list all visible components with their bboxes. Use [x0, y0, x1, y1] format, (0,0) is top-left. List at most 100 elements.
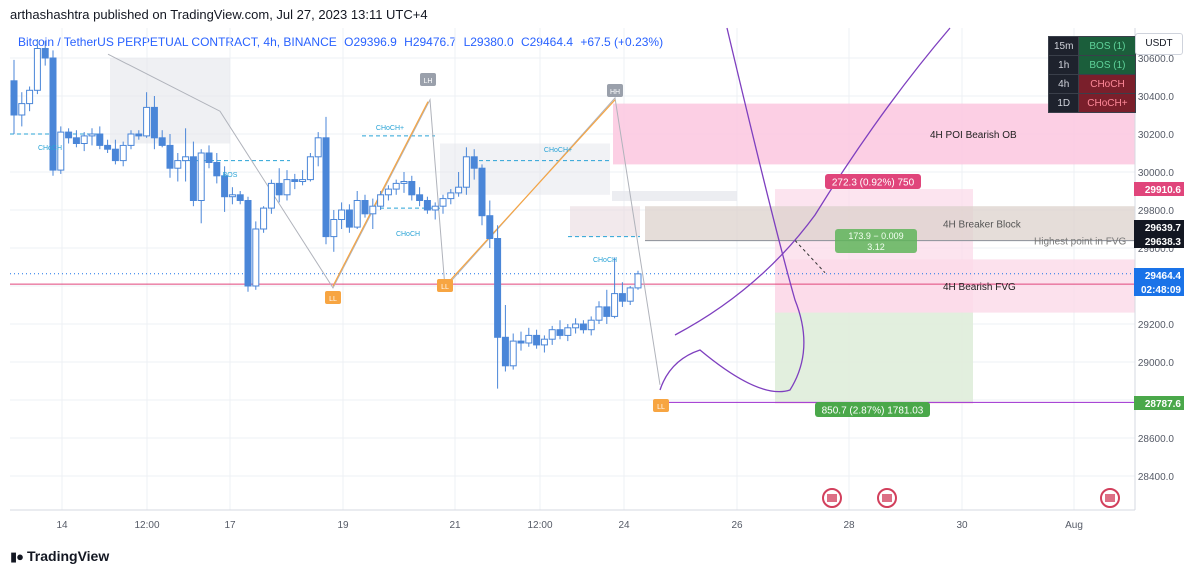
structure-label: BOS — [223, 172, 238, 179]
price-tag: 02:48:09 — [1141, 285, 1181, 296]
candle-body — [260, 207, 268, 230]
price-tags: 29910.6 29639.7 29638.3 29464.4 02:48:09 2878… — [1134, 182, 1184, 410]
range-box — [612, 191, 737, 201]
candle-body — [213, 162, 221, 177]
candle-body — [611, 293, 619, 317]
time-tick-label: 14 — [56, 520, 68, 531]
measure-label-lower-box — [815, 402, 930, 417]
price-tag-box — [1134, 282, 1184, 296]
structure-label: CHoCH+ — [544, 147, 572, 154]
brand-text: TradingView — [27, 548, 110, 564]
price-tick-label: 29800.0 — [1138, 206, 1175, 217]
breaker-zone-label: 4H Breaker Block — [943, 219, 1022, 230]
tradingview-brand[interactable]: ▮● TradingView — [10, 548, 109, 565]
time-tick-label: 17 — [224, 520, 236, 531]
candle-body — [252, 228, 260, 287]
time-tick-label: 12:00 — [134, 520, 159, 531]
candle-body — [166, 144, 174, 169]
candle-body — [221, 175, 229, 198]
price-tick-label: 30400.0 — [1138, 92, 1175, 103]
curve-line — [659, 27, 805, 393]
structure-label: CHoCH — [38, 145, 62, 152]
candle-body — [377, 194, 385, 207]
time-axis: 14 12:00 17 19 21 12:00 24 26 28 30 Aug — [10, 509, 1135, 531]
time-tick-label: 30 — [956, 520, 968, 531]
candle-body — [486, 215, 494, 239]
us-flag-icon-fill — [827, 494, 837, 502]
price-tag-box — [1134, 234, 1184, 248]
projection-line — [794, 240, 826, 274]
candle-body — [447, 192, 455, 200]
candle-body — [400, 181, 408, 184]
swing-label: LL — [329, 296, 337, 303]
candle-body — [33, 48, 41, 91]
currency-button[interactable]: USDT — [1135, 33, 1183, 55]
poi-bearish-ob-zone — [613, 103, 1135, 165]
open-value: O29396.9 — [344, 35, 397, 49]
price-tag: 29639.7 — [1145, 223, 1182, 234]
candle-body — [88, 133, 96, 137]
structure-label: CHoCH — [593, 257, 617, 264]
candle-body — [174, 160, 182, 169]
candles — [10, 39, 642, 389]
tf-label: 1h — [1047, 55, 1080, 75]
candle-body — [361, 200, 369, 215]
symbol-legend: Bitcoin / TetherUS PERPETUAL CONTRACT, 4… — [18, 35, 667, 49]
measure-label-upper-box — [825, 174, 921, 189]
swing-label: LL — [441, 284, 449, 291]
target-zone — [775, 312, 973, 403]
candle-body — [634, 273, 642, 289]
candle-body — [587, 319, 595, 331]
candle-body — [540, 338, 548, 346]
candle-body — [267, 182, 275, 209]
candle-body — [96, 133, 104, 146]
candle-body — [509, 340, 517, 367]
candle-body — [72, 137, 80, 145]
range-box — [570, 206, 640, 237]
price-tag-box — [1134, 220, 1184, 234]
time-tick-label: 26 — [731, 520, 743, 531]
candle-body — [197, 152, 205, 201]
candle-body — [525, 334, 533, 344]
fvg-zone-label: 4H Bearish FVG — [943, 282, 1016, 293]
time-tick-label: Aug — [1065, 520, 1083, 531]
candle-body — [408, 181, 416, 196]
candle-body — [579, 323, 587, 331]
candle-body — [135, 133, 143, 137]
candle-body — [439, 198, 447, 207]
curve-line — [674, 27, 951, 336]
structure-label: CHoCH — [396, 231, 420, 238]
close-value: C29464.4 — [520, 35, 574, 49]
candle-body — [478, 167, 486, 217]
price-tick-label: 30200.0 — [1138, 130, 1175, 141]
price-tag-box — [1134, 268, 1184, 282]
candle-body — [345, 209, 353, 228]
measure-label-middle-bottom: 3.12 — [867, 242, 885, 252]
candle-body — [228, 194, 236, 198]
event-icons — [822, 488, 1120, 508]
symbol-name[interactable]: Bitcoin / TetherUS PERPETUAL CONTRACT, 4… — [18, 35, 337, 49]
swing-marker — [420, 73, 436, 86]
tf-status: CHoCH — [1078, 74, 1137, 94]
price-tag: 29910.6 — [1145, 185, 1182, 196]
candle-body — [143, 106, 151, 137]
candle-body — [595, 306, 603, 321]
price-tick-label: 30000.0 — [1138, 168, 1175, 179]
candle-body — [18, 103, 26, 116]
range-box — [110, 58, 230, 144]
candle-body — [548, 329, 556, 340]
swing-marker — [437, 279, 453, 292]
candle-body — [353, 200, 361, 228]
candle-body — [104, 144, 112, 150]
swing-line — [444, 99, 616, 287]
candle-body — [65, 131, 73, 139]
us-flag-icon-fill — [882, 494, 892, 502]
candle-body — [314, 137, 322, 158]
change-value: +67.5 (+0.23%) — [580, 35, 664, 49]
bearish-fvg-zone — [775, 259, 1135, 313]
candle-body — [470, 156, 478, 169]
candle-body — [291, 179, 299, 183]
high-value: H29476.7 — [404, 35, 457, 49]
tf-row: 1D CHoCH+ — [1047, 93, 1137, 113]
